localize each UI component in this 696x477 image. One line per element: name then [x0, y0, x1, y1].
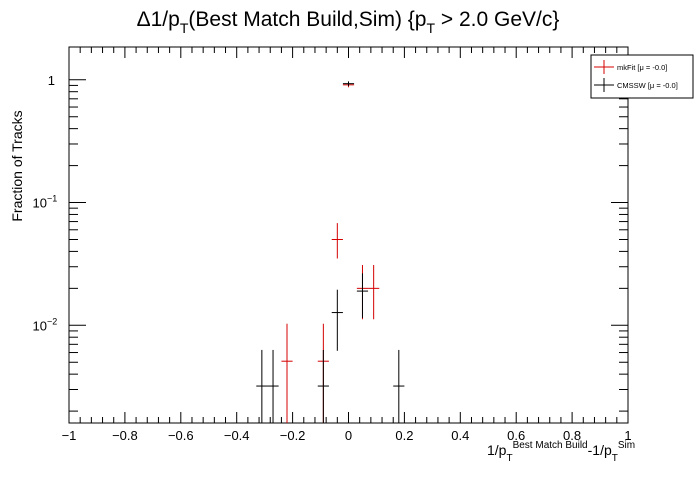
x-tick-label: 0 — [345, 428, 352, 443]
x-axis-label: 1/pTBest Match Build-1/pTSim — [487, 440, 635, 464]
title-sub-2: T — [426, 20, 435, 36]
x-tick-label: −1 — [62, 428, 77, 443]
x-label-sup-1: Best Match Build — [513, 440, 588, 451]
x-tick-label: −0.2 — [280, 428, 306, 443]
x-tick-label: 0.6 — [507, 428, 525, 443]
x-tick-label: 0.8 — [563, 428, 581, 443]
x-tick-label: 0.4 — [451, 428, 469, 443]
legend-box — [590, 54, 694, 99]
x-label-sub-1: T — [506, 453, 512, 464]
title-main: Δ1/p — [137, 8, 180, 31]
x-label-sup-2: Sim — [618, 440, 635, 451]
title-mid: (Best Match Build,Sim) {p — [188, 8, 426, 31]
series-cmssw — [256, 81, 405, 423]
title-sub-1: T — [180, 20, 189, 36]
series-layer — [256, 81, 405, 423]
plot-frame — [68, 46, 629, 424]
x-label-part-1: 1/p — [487, 442, 507, 458]
legend-mkfit-label: mkFit [μ = -0.0] — [617, 63, 667, 72]
x-tick-label: 0.2 — [395, 428, 413, 443]
x-axis: −1 −0.8 −0.6 −0.4 −0.2 0 0.2 0.4 0.6 0.8 1 — [62, 47, 632, 443]
y-tick-label: 10 — [33, 318, 47, 333]
y-axis-label: Fraction of Tracks — [9, 110, 25, 221]
x-label-sub-2: T — [612, 453, 618, 464]
y-tick-label: 1 — [48, 73, 55, 88]
y-tick-label: 10 — [33, 196, 47, 211]
legend: mkFit [μ = -0.0] CMSSW [μ = -0.0] — [590, 54, 694, 99]
series-mkfit — [281, 82, 380, 423]
x-label-part-2: -1/p — [588, 442, 612, 458]
x-tick-label: −0.4 — [224, 428, 250, 443]
y-tick-exponent: −1 — [47, 194, 57, 204]
chart-title: Δ1/pT(Best Match Build,Sim) {pT > 2.0 Ge… — [137, 8, 560, 36]
x-tick-label: −0.6 — [168, 428, 194, 443]
x-tick-label: −0.8 — [112, 428, 138, 443]
y-axis: 110−110−2 — [33, 73, 628, 412]
y-tick-exponent: −2 — [47, 316, 57, 326]
x-tick-label: 1 — [624, 428, 631, 443]
legend-cmssw-label: CMSSW [μ = -0.0] — [617, 81, 678, 90]
title-end: > 2.0 GeV/c} — [435, 8, 559, 31]
